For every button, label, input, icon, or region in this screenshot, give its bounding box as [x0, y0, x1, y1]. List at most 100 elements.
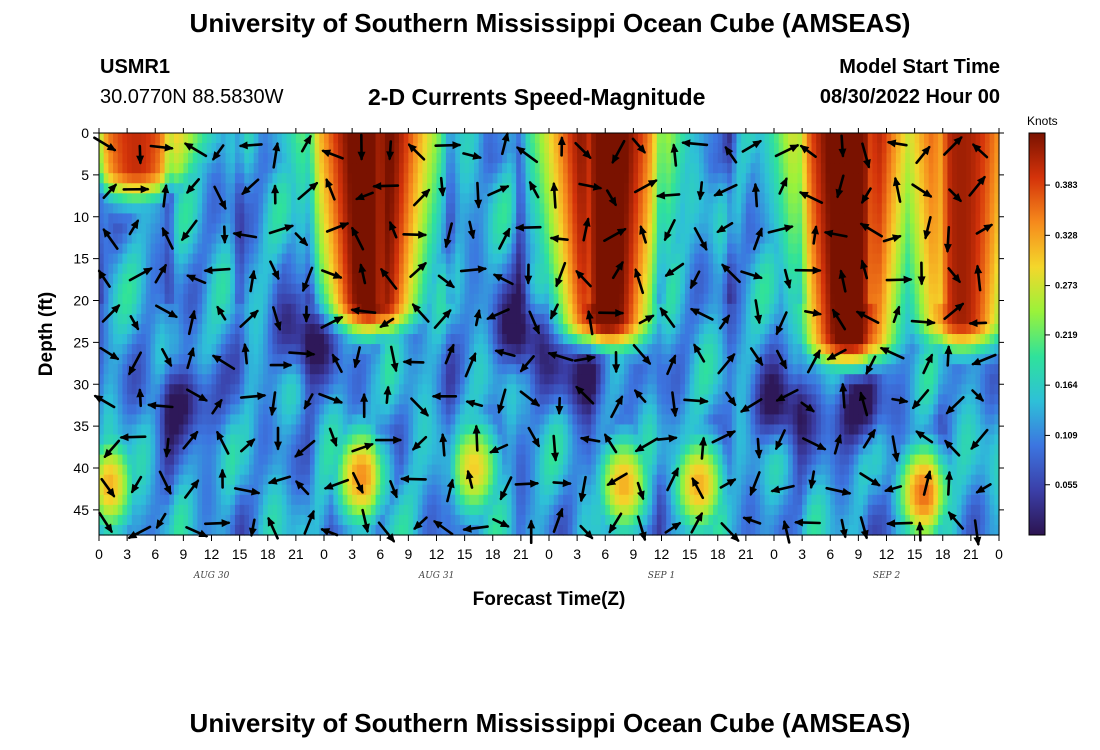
heatmap-cell — [577, 193, 583, 204]
heatmap-cell — [202, 253, 208, 265]
heatmap-cell — [525, 514, 531, 526]
heatmap-cell — [113, 434, 119, 446]
heatmap-cell — [244, 514, 250, 526]
heatmap-cell — [399, 293, 405, 305]
heatmap-cell — [239, 414, 245, 426]
heatmap-cell — [103, 163, 109, 174]
heatmap-cell — [497, 213, 503, 225]
heatmap-cell — [244, 414, 250, 426]
heatmap-cell — [216, 514, 222, 526]
heatmap-cell — [277, 213, 283, 225]
heatmap-cell — [417, 454, 424, 466]
heatmap-cell — [127, 223, 133, 235]
heatmap-cell — [338, 404, 344, 415]
heatmap-cell — [539, 464, 545, 476]
heatmap-cell — [225, 444, 231, 456]
heatmap-cell — [178, 384, 184, 395]
heatmap-cell — [234, 203, 241, 214]
heatmap-cell — [197, 434, 203, 446]
heatmap-cell — [253, 374, 259, 385]
heatmap-cell — [164, 173, 170, 184]
heatmap-cell — [619, 283, 625, 295]
heatmap-cell — [141, 434, 147, 446]
heatmap-cell — [427, 364, 433, 375]
heatmap-cell — [230, 334, 236, 345]
heatmap-cell — [117, 404, 124, 415]
heatmap-cell — [122, 354, 128, 365]
heatmap-cell — [131, 404, 138, 415]
heatmap-cell — [516, 354, 522, 365]
heatmap-cell — [624, 153, 630, 164]
heatmap-cell — [577, 183, 583, 194]
heatmap-cell — [474, 374, 480, 385]
heatmap-cell — [366, 143, 372, 154]
heatmap-cell — [506, 203, 513, 214]
heatmap-cell — [309, 283, 316, 295]
heatmap-cell — [549, 203, 555, 214]
heatmap-cell — [202, 344, 208, 355]
heatmap-cell — [384, 444, 391, 456]
heatmap-cell — [483, 143, 489, 154]
heatmap-cell — [638, 193, 644, 204]
heatmap-cell — [230, 323, 236, 335]
heatmap-cell — [352, 334, 358, 345]
heatmap-cell — [356, 273, 363, 285]
heatmap-cell — [347, 223, 353, 235]
heatmap-cell — [319, 394, 325, 405]
heatmap-cell — [441, 334, 447, 345]
heatmap-cell — [384, 193, 391, 204]
heatmap-cell — [652, 424, 658, 436]
heatmap-cell — [605, 273, 611, 285]
heatmap-cell — [131, 374, 138, 385]
heatmap-cell — [230, 464, 236, 476]
heatmap-cell — [558, 293, 564, 305]
heatmap-cell — [483, 434, 489, 446]
heatmap-cell — [413, 384, 419, 395]
heatmap-cell — [544, 394, 550, 405]
heatmap-cell — [206, 183, 213, 194]
heatmap-cell — [413, 243, 419, 255]
heatmap-cell — [99, 143, 105, 154]
heatmap-cell — [225, 173, 231, 184]
heatmap-cell — [155, 354, 161, 365]
heatmap-cell — [174, 504, 180, 516]
heatmap-cell — [436, 133, 442, 144]
heatmap-cell — [131, 524, 138, 536]
heatmap-cell — [511, 434, 517, 446]
heatmap-cell — [291, 313, 297, 325]
heatmap-cell — [178, 243, 184, 255]
heatmap-cell — [591, 143, 597, 154]
heatmap-cell — [469, 303, 475, 315]
heatmap-cell — [291, 444, 297, 456]
heatmap-cell — [544, 273, 550, 285]
heatmap-cell — [389, 384, 395, 395]
heatmap-cell — [609, 414, 616, 426]
heatmap-cell — [497, 484, 503, 496]
heatmap-cell — [549, 303, 555, 315]
heatmap-cell — [586, 334, 592, 345]
heatmap-cell — [281, 233, 288, 245]
heatmap-cell — [103, 243, 109, 255]
heatmap-cell — [647, 303, 653, 315]
heatmap-cell — [178, 504, 184, 516]
heatmap-cell — [253, 434, 259, 446]
heatmap-cell — [309, 354, 316, 365]
heatmap-cell — [455, 203, 461, 214]
heatmap-cell — [141, 474, 147, 486]
heatmap-cell — [220, 213, 227, 225]
heatmap-cell — [581, 313, 588, 325]
heatmap-cell — [595, 334, 602, 345]
heatmap-cell — [413, 273, 419, 285]
heatmap-cell — [300, 253, 306, 265]
heatmap-cell — [370, 454, 377, 466]
heatmap-cell — [164, 313, 170, 325]
heatmap-cell — [263, 484, 269, 496]
heatmap-cell — [633, 454, 639, 466]
heatmap-cell — [324, 394, 330, 405]
heatmap-cell — [638, 424, 644, 436]
heatmap-cell — [216, 434, 222, 446]
heatmap-cell — [417, 133, 424, 144]
heatmap-cell — [506, 213, 513, 225]
heatmap-cell — [220, 384, 227, 395]
heatmap-cell — [408, 303, 414, 315]
